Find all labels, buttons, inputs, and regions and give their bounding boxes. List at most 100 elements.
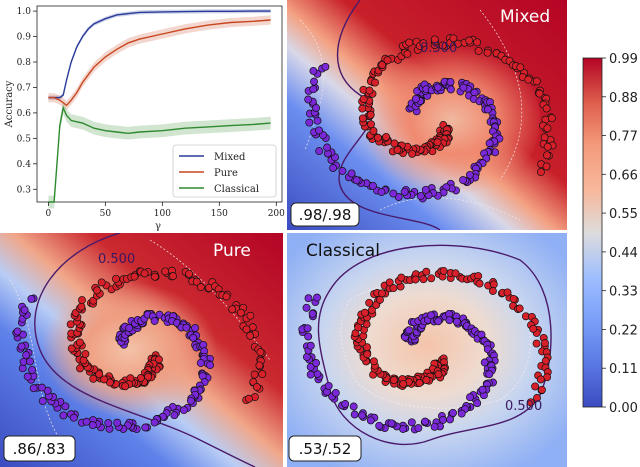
- data-point: [350, 410, 359, 419]
- data-point: [415, 379, 424, 387]
- data-point: [170, 411, 179, 420]
- data-point: [352, 176, 361, 185]
- data-point: [331, 388, 340, 397]
- data-point: [61, 402, 70, 411]
- y-tick-label: 0.9: [17, 33, 32, 43]
- y-axis-label: Accuracy: [4, 80, 15, 128]
- mixed-score-box: [290, 202, 360, 227]
- colorbar-tick-label: 0.00: [609, 401, 638, 416]
- pure-decision-contour: [34, 233, 256, 467]
- data-point: [324, 381, 333, 390]
- data-point: [306, 341, 315, 350]
- data-point: [445, 316, 454, 325]
- data-point: [405, 38, 414, 47]
- data-point: [366, 416, 375, 425]
- data-point: [338, 167, 347, 175]
- data-point: [446, 85, 455, 94]
- data-point: [141, 423, 150, 432]
- data-point: [399, 379, 408, 388]
- data-point: [304, 294, 313, 303]
- data-point: [541, 339, 549, 348]
- data-point: [196, 283, 205, 292]
- data-point: [112, 274, 120, 283]
- data-point: [313, 293, 321, 302]
- data-point: [246, 311, 255, 320]
- data-point: [419, 39, 428, 48]
- colorbar-gradient: [582, 57, 603, 408]
- data-point: [150, 272, 159, 281]
- accuracy-line-chart: 0.3 0.4 0.5 0.6 0.7 0.8 0.9 1.0 0 50 100 150 200 Ac…: [4, 5, 285, 232]
- data-point: [228, 305, 237, 314]
- data-point: [310, 77, 318, 86]
- data-point: [503, 288, 512, 297]
- mixed-decision-panel: 0.500 Mixed .98/.98: [287, 0, 567, 230]
- data-point: [387, 419, 396, 428]
- colorbar-tick-label: 0.44: [609, 246, 638, 261]
- data-point: [95, 370, 104, 379]
- data-point: [312, 359, 321, 367]
- data-point: [526, 398, 535, 407]
- data-point: [533, 394, 541, 402]
- series-line-pure: [48, 19, 271, 107]
- data-point: [509, 294, 518, 303]
- y-tick-label: 0.4: [17, 160, 32, 170]
- data-point: [189, 333, 198, 342]
- data-point: [78, 296, 86, 305]
- data-point: [422, 267, 431, 276]
- data-point: [515, 304, 524, 313]
- data-point: [446, 78, 455, 86]
- pure-contour-label: 0.500: [98, 252, 135, 267]
- data-point: [377, 188, 386, 196]
- data-point: [411, 275, 420, 284]
- y-tick-label: 0.3: [17, 185, 32, 195]
- data-point: [451, 269, 460, 278]
- legend-pure-label: Pure: [214, 168, 238, 179]
- data-point: [474, 46, 483, 55]
- data-point: [485, 139, 494, 148]
- data-point: [309, 85, 318, 94]
- data-point: [421, 417, 430, 426]
- data-point: [532, 339, 541, 348]
- data-point: [529, 324, 538, 333]
- data-point: [250, 370, 259, 379]
- data-point: [383, 56, 392, 65]
- classical-contour-label: 0.500: [505, 399, 542, 414]
- legend-classical-label: Classical: [214, 184, 259, 195]
- data-point: [363, 343, 371, 352]
- data-point: [321, 62, 330, 71]
- pure-title: Pure: [213, 241, 251, 261]
- data-point: [179, 406, 188, 415]
- data-point: [516, 63, 525, 72]
- mixed-score: .98/.98: [299, 206, 352, 224]
- data-point: [22, 351, 31, 360]
- data-point: [304, 332, 313, 341]
- data-point: [161, 267, 170, 276]
- legend: Mixed Pure Classical: [172, 144, 277, 198]
- data-point: [169, 272, 177, 281]
- data-point: [393, 145, 402, 154]
- pure-decision-panel: 0.500 Pure .86/.83: [0, 233, 283, 467]
- data-point: [465, 170, 474, 179]
- data-point: [459, 83, 468, 92]
- data-point: [540, 133, 549, 142]
- data-point: [430, 422, 439, 431]
- data-point: [252, 383, 261, 391]
- classical-score-box: [288, 435, 362, 462]
- data-point: [306, 363, 315, 371]
- colorbar: 0.00 0.11 0.22 0.33 0.44 0.55 0.66 0.77 0.88 0.99: [582, 52, 638, 416]
- data-point: [457, 409, 466, 418]
- mixed-contour-label: 0.500: [420, 41, 457, 56]
- data-point: [82, 417, 91, 426]
- data-point: [375, 421, 384, 430]
- data-point: [419, 275, 428, 284]
- data-point: [242, 325, 251, 334]
- data-point: [59, 411, 68, 420]
- data-point: [466, 393, 474, 402]
- colorbar-tick-label: 0.11: [609, 362, 638, 377]
- data-point: [489, 280, 498, 289]
- data-point: [67, 344, 76, 353]
- data-point: [438, 41, 447, 50]
- data-point: [236, 308, 245, 317]
- data-point: [483, 105, 492, 114]
- data-point: [150, 317, 159, 325]
